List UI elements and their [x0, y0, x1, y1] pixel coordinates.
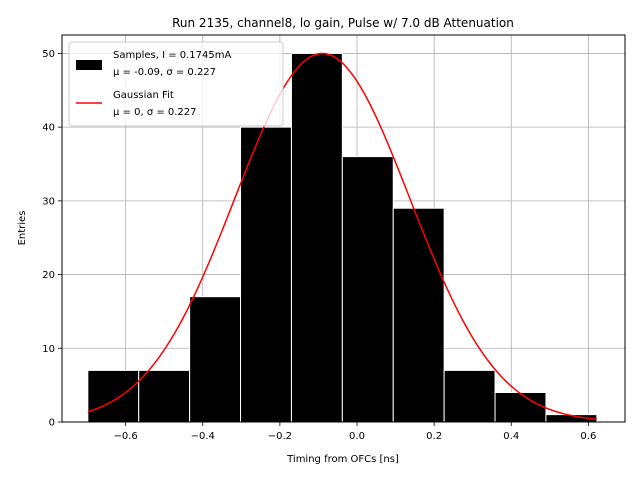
y-tick-label: 30 [42, 196, 55, 207]
legend-label-samples-stats: μ = -0.09, σ = 0.227 [113, 67, 216, 78]
x-tick-label: 0.4 [503, 431, 519, 442]
legend: Samples, I = 0.1745mA μ = -0.09, σ = 0.2… [68, 41, 284, 127]
gaussian-fit-line [87, 52, 597, 421]
x-tick-label: −0.6 [113, 431, 137, 442]
plot-frame [61, 34, 626, 423]
histogram-bar [290, 52, 343, 423]
histogram-bar [443, 369, 496, 423]
fit-curve-layer [87, 52, 597, 421]
x-axis-label: Timing from OFCs [ns] [286, 454, 399, 465]
histogram-bar [138, 369, 191, 423]
legend-box [68, 41, 284, 127]
histogram-bar [494, 392, 547, 423]
x-tick-label: 0.2 [426, 431, 442, 442]
histogram-bars [87, 52, 598, 423]
x-tick-label: 0.6 [580, 431, 596, 442]
y-tick-label: 0 [49, 418, 55, 429]
x-axis-ticks: −0.6 −0.4 −0.2 0.0 0.2 0.4 0.6 [113, 422, 596, 442]
y-axis-ticks: 0 10 20 30 40 50 [42, 49, 62, 429]
y-tick-label: 40 [42, 123, 55, 134]
histogram-bar [392, 207, 445, 423]
legend-label-samples: Samples, I = 0.1745mA [113, 50, 231, 61]
histogram-bar [189, 296, 242, 423]
chart-title: Run 2135, channel8, lo gain, Pulse w/ 7.… [172, 16, 514, 30]
histogram-bar [341, 156, 394, 423]
y-tick-label: 10 [42, 344, 55, 355]
legend-label-fit: Gaussian Fit [113, 90, 174, 101]
y-tick-label: 50 [42, 49, 55, 60]
legend-label-fit-stats: μ = 0, σ = 0.227 [113, 107, 197, 118]
histogram-bar [240, 126, 292, 423]
x-tick-label: −0.4 [191, 431, 215, 442]
histogram-bar [87, 369, 140, 423]
x-tick-label: 0.0 [349, 431, 365, 442]
x-tick-label: −0.2 [268, 431, 292, 442]
y-axis-label: Entries [17, 211, 28, 246]
y-tick-label: 20 [42, 270, 55, 281]
legend-swatch-samples [76, 60, 102, 70]
